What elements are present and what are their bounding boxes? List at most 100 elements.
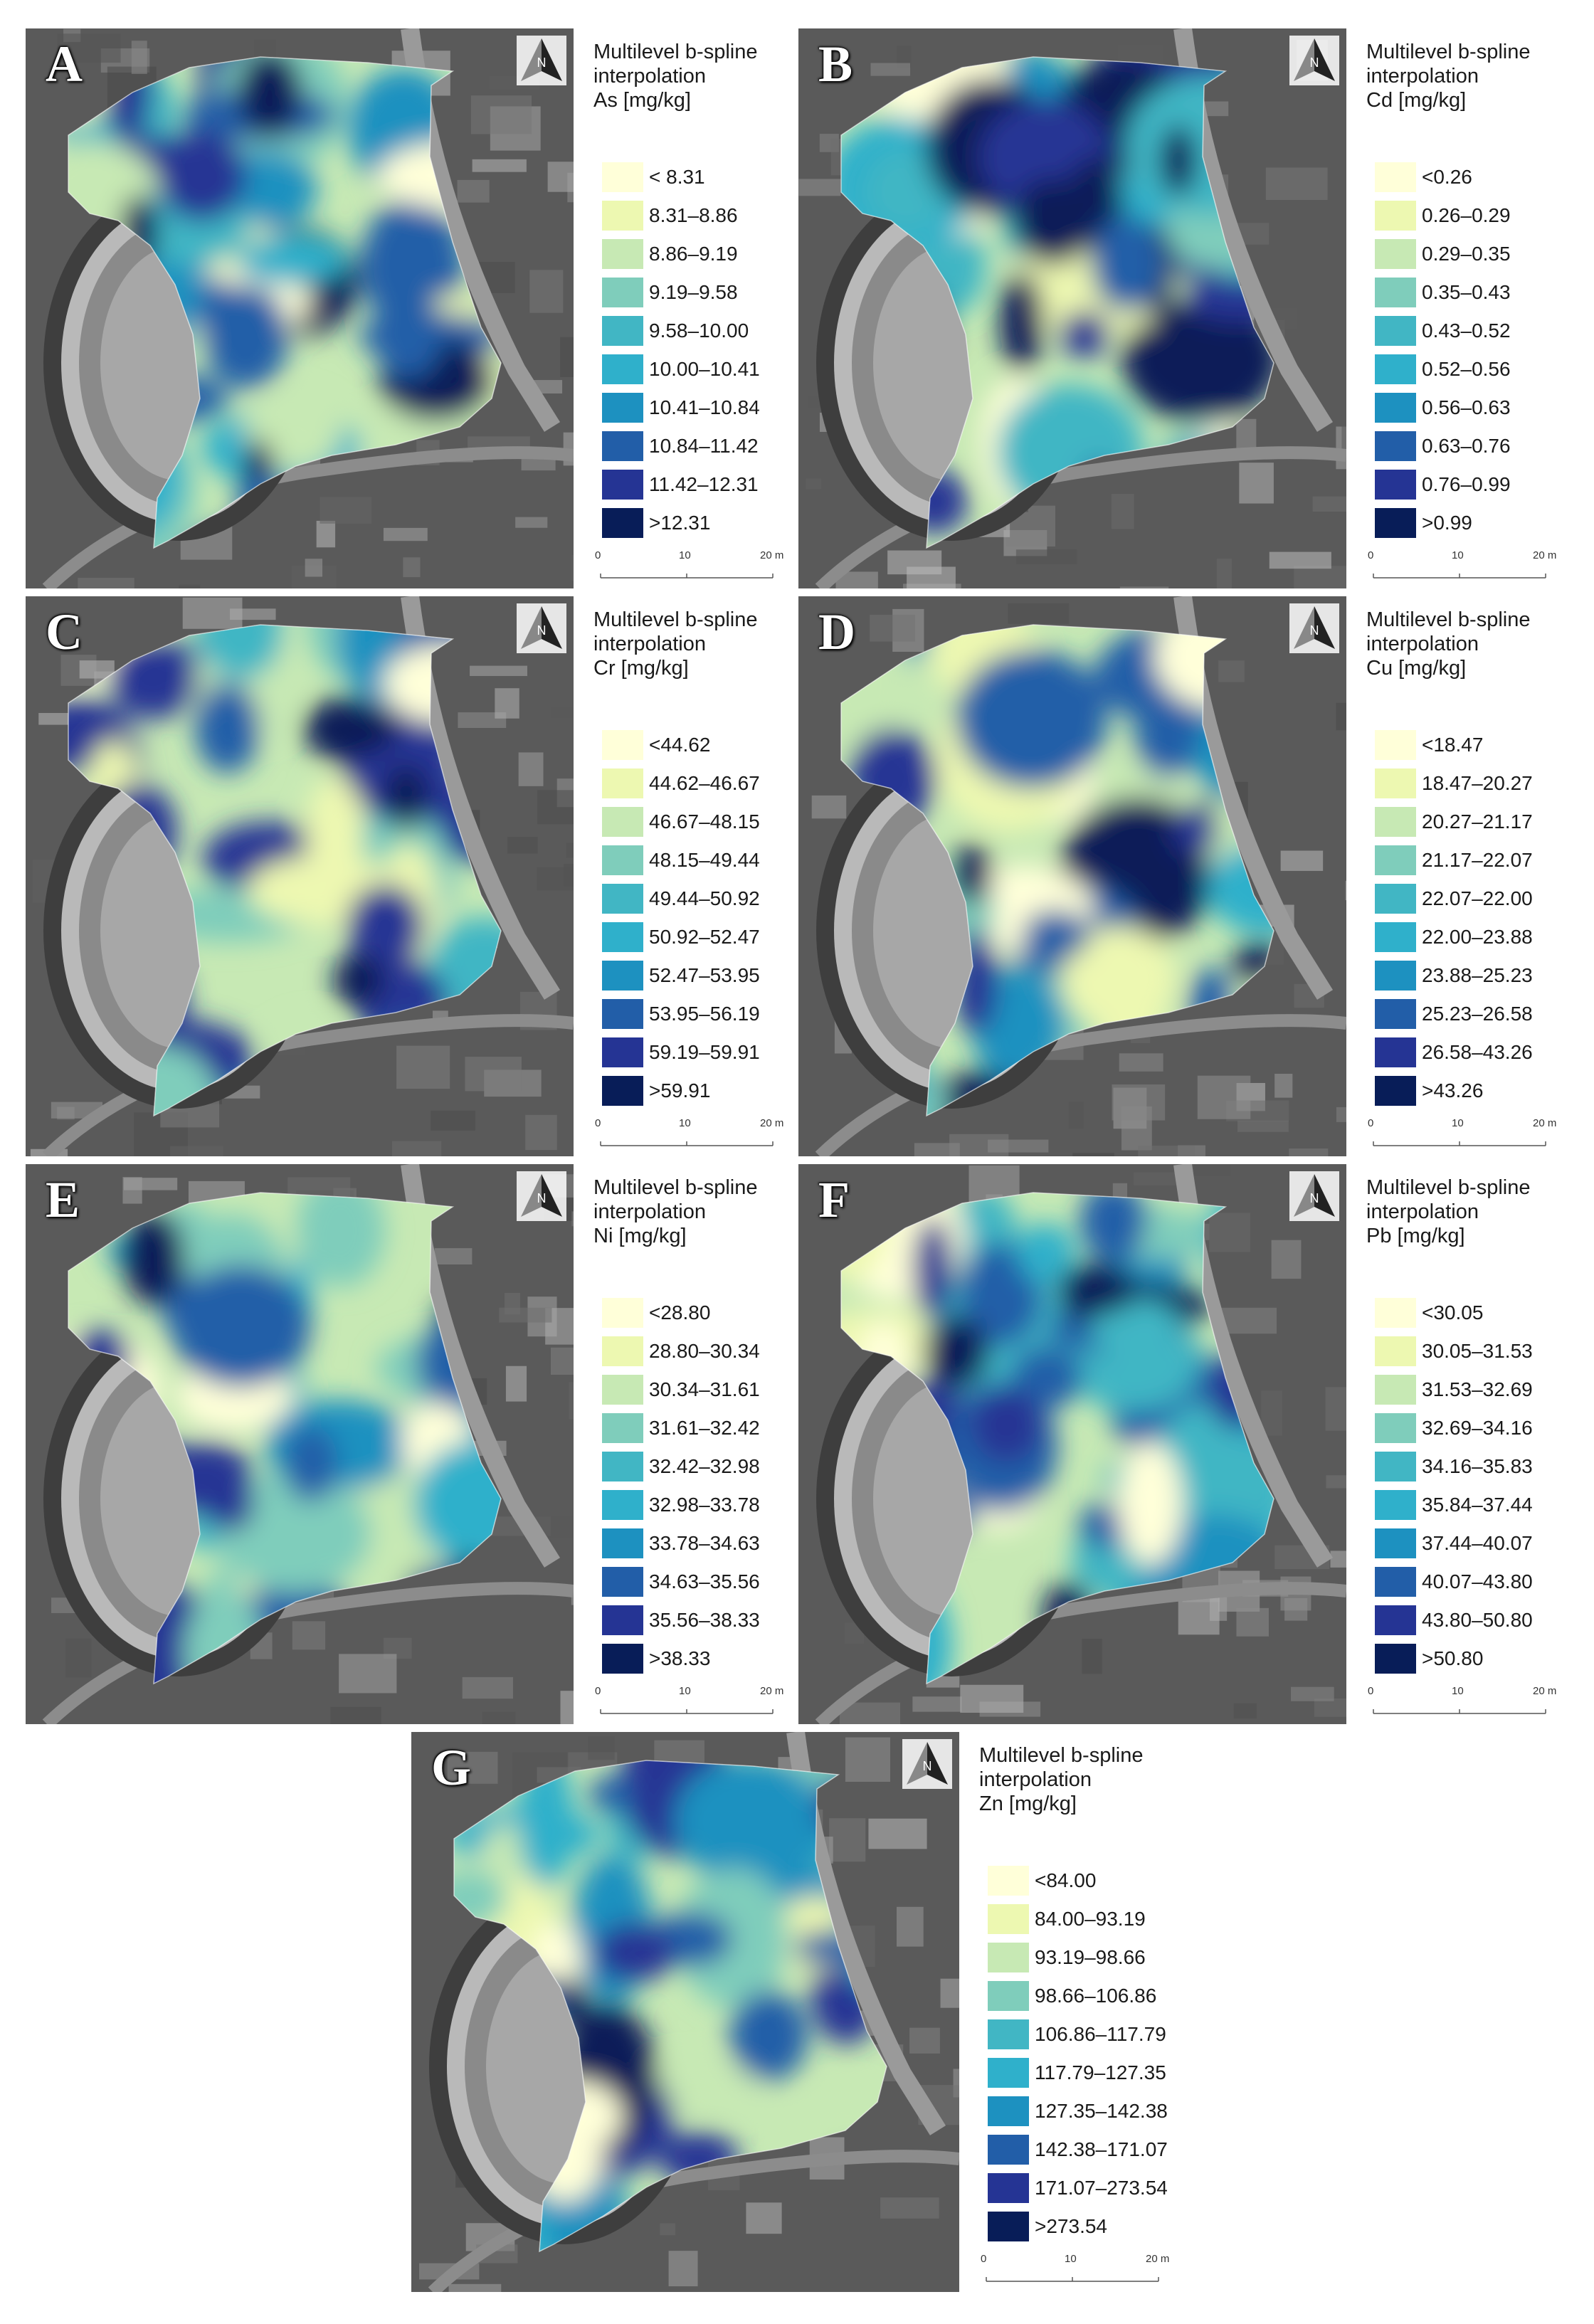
legend-item: 10.00–10.41 bbox=[602, 354, 794, 384]
legend-swatch bbox=[1375, 1567, 1416, 1597]
legend-swatch bbox=[1375, 162, 1416, 192]
north-letter: N bbox=[537, 623, 547, 638]
scale-bar: 0 10 20 m bbox=[1368, 549, 1556, 585]
legend-swatch bbox=[602, 1528, 643, 1558]
legend-item: 8.31–8.86 bbox=[602, 201, 794, 231]
scale-tick-label: 10 bbox=[679, 1117, 691, 1129]
legend-label: 0.63–0.76 bbox=[1422, 435, 1511, 457]
legend-variable: Cr [mg/kg] bbox=[593, 657, 689, 680]
legend-label: 32.98–33.78 bbox=[649, 1494, 760, 1516]
panel-letter: B bbox=[818, 36, 853, 93]
legend-label: 20.27–21.17 bbox=[1422, 810, 1533, 833]
north-arrow-icon: N bbox=[517, 603, 566, 653]
legend-item: 98.66–106.86 bbox=[988, 1981, 1180, 2011]
legend-title: Multilevel b-spline interpolation Cr [mg/k… bbox=[593, 608, 793, 680]
legend-swatch bbox=[1375, 1413, 1416, 1443]
map-panel-e: E N Multilevel b-spline interpolation Ni [mg… bbox=[26, 1164, 799, 1724]
legend-swatch bbox=[1375, 1298, 1416, 1328]
legend-label: 44.62–46.67 bbox=[649, 772, 760, 794]
legend-item: 10.41–10.84 bbox=[602, 393, 794, 423]
legend-item: 32.98–33.78 bbox=[602, 1490, 794, 1520]
legend-swatch bbox=[602, 922, 643, 952]
legend-swatch bbox=[1375, 730, 1416, 760]
scale-tick-label: 10 bbox=[1065, 2253, 1077, 2265]
legend-item: 23.88–25.23 bbox=[1375, 961, 1567, 991]
legend-label: 98.66–106.86 bbox=[1035, 1985, 1157, 2007]
legend-item: 0.35–0.43 bbox=[1375, 278, 1567, 307]
legend-item: <28.80 bbox=[602, 1298, 794, 1328]
legend: Multilevel b-spline interpolation Cr [mg/k… bbox=[574, 596, 799, 1156]
legend-label: 31.53–32.69 bbox=[1422, 1378, 1533, 1400]
legend-label: 9.19–9.58 bbox=[649, 281, 738, 303]
legend-item: 106.86–117.79 bbox=[988, 2019, 1180, 2049]
legend-item: 35.56–38.33 bbox=[602, 1605, 794, 1635]
legend-swatch bbox=[1375, 1076, 1416, 1106]
legend-label: 18.47–20.27 bbox=[1422, 772, 1533, 794]
scale-bar: 0 10 20 m bbox=[595, 1117, 783, 1153]
legend-variable: As [mg/kg] bbox=[593, 89, 691, 112]
legend-label: 32.69–34.16 bbox=[1422, 1417, 1533, 1439]
legend-item: <44.62 bbox=[602, 730, 794, 760]
legend-swatch bbox=[602, 1076, 643, 1106]
legend-label: 49.44–50.92 bbox=[649, 887, 760, 909]
legend-label: 0.76–0.99 bbox=[1422, 473, 1511, 495]
scale-tick-label: 10 bbox=[679, 549, 691, 561]
scale-tick-label: 20 m bbox=[760, 1685, 784, 1697]
legend-item: 0.63–0.76 bbox=[1375, 431, 1567, 461]
legend-swatch bbox=[988, 2096, 1029, 2126]
legend-swatch bbox=[1375, 1644, 1416, 1674]
legend-label: >50.80 bbox=[1422, 1647, 1484, 1669]
legend-label: <30.05 bbox=[1422, 1301, 1484, 1324]
legend-label: <18.47 bbox=[1422, 734, 1484, 756]
legend-item: >59.91 bbox=[602, 1076, 794, 1106]
legend-swatch bbox=[988, 2173, 1029, 2203]
legend-label: 11.42–12.31 bbox=[649, 473, 759, 495]
legend-item: >273.54 bbox=[988, 2212, 1180, 2241]
legend-swatch bbox=[1375, 431, 1416, 461]
legend-item: 30.34–31.61 bbox=[602, 1375, 794, 1405]
legend-label: 34.16–35.83 bbox=[1422, 1455, 1533, 1477]
scale-bar: 0 10 20 m bbox=[981, 2253, 1169, 2288]
legend-item: 0.56–0.63 bbox=[1375, 393, 1567, 423]
legend-variable: Cu [mg/kg] bbox=[1366, 657, 1467, 680]
legend-swatch bbox=[602, 1336, 643, 1366]
north-arrow-icon: N bbox=[902, 1739, 952, 1789]
legend-swatch bbox=[1375, 768, 1416, 798]
legend-swatch bbox=[1375, 807, 1416, 837]
legend-swatch bbox=[602, 508, 643, 538]
legend-item: 0.52–0.56 bbox=[1375, 354, 1567, 384]
map-panel-f: F N Multilevel b-spline interpolation Pb [mg… bbox=[798, 1164, 1572, 1724]
legend-item: 93.19–98.66 bbox=[988, 1943, 1180, 1972]
legend-label: 31.61–32.42 bbox=[649, 1417, 760, 1439]
legend-label: 35.56–38.33 bbox=[649, 1609, 760, 1631]
legend-title-line: interpolation bbox=[593, 633, 706, 655]
legend-item: 52.47–53.95 bbox=[602, 961, 794, 991]
legend-swatch bbox=[602, 1413, 643, 1443]
scale-tick-label: 20 m bbox=[760, 549, 784, 561]
scale-tick-label: 10 bbox=[679, 1685, 691, 1697]
legend-title-line: Multilevel b-spline bbox=[1366, 1176, 1531, 1199]
legend-label: 84.00–93.19 bbox=[1035, 1908, 1146, 1930]
map-panel-c: C N Multilevel b-spline interpolation Cr [mg… bbox=[26, 596, 799, 1156]
legend-label: 26.58–43.26 bbox=[1422, 1041, 1533, 1063]
legend-label: 10.41–10.84 bbox=[649, 396, 760, 418]
legend-swatch bbox=[988, 1981, 1029, 2011]
north-letter: N bbox=[1310, 623, 1319, 638]
legend-item: 34.16–35.83 bbox=[1375, 1452, 1567, 1481]
legend-swatch bbox=[1375, 1490, 1416, 1520]
legend-swatch bbox=[1375, 1605, 1416, 1635]
legend-item: 35.84–37.44 bbox=[1375, 1490, 1567, 1520]
legend-swatch bbox=[988, 1904, 1029, 1934]
legend-item: 20.27–21.17 bbox=[1375, 807, 1567, 837]
legend-label: >273.54 bbox=[1035, 2215, 1107, 2237]
legend-label: 34.63–35.56 bbox=[649, 1570, 760, 1593]
legend-label: >38.33 bbox=[649, 1647, 711, 1669]
legend-title: Multilevel b-spline interpolation Ni [mg/k… bbox=[593, 1176, 793, 1248]
legend-swatch bbox=[1375, 1037, 1416, 1067]
legend-swatch bbox=[602, 316, 643, 346]
legend-label: 10.00–10.41 bbox=[649, 358, 760, 380]
legend-swatch bbox=[1375, 470, 1416, 500]
legend-item: >50.80 bbox=[1375, 1644, 1567, 1674]
